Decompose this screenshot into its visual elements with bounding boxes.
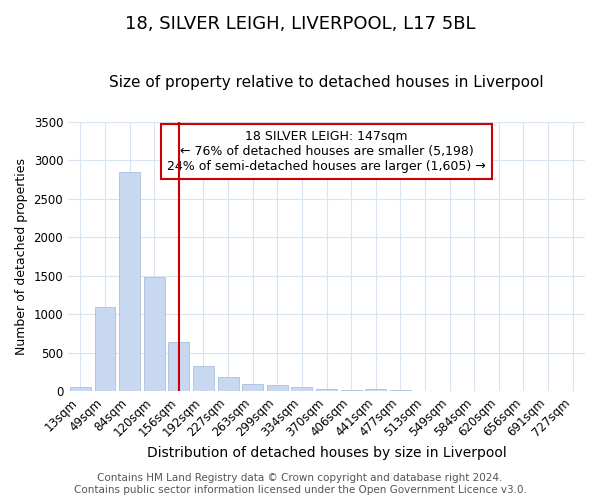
Bar	[119, 172, 140, 392]
Text: Contains HM Land Registry data © Crown copyright and database right 2024.
Contai: Contains HM Land Registry data © Crown c…	[74, 474, 526, 495]
Bar	[341, 390, 362, 392]
Y-axis label: Number of detached properties: Number of detached properties	[15, 158, 28, 355]
Bar	[365, 389, 386, 392]
Text: 18, SILVER LEIGH, LIVERPOOL, L17 5BL: 18, SILVER LEIGH, LIVERPOOL, L17 5BL	[125, 15, 475, 33]
Bar	[218, 376, 239, 392]
Bar	[390, 390, 411, 392]
Bar	[267, 385, 288, 392]
Bar	[193, 366, 214, 392]
Bar	[316, 389, 337, 392]
Bar	[169, 342, 189, 392]
Bar	[95, 306, 115, 392]
Bar	[242, 384, 263, 392]
Bar	[144, 278, 164, 392]
Bar	[292, 387, 313, 392]
X-axis label: Distribution of detached houses by size in Liverpool: Distribution of detached houses by size …	[146, 446, 506, 460]
Title: Size of property relative to detached houses in Liverpool: Size of property relative to detached ho…	[109, 75, 544, 90]
Bar	[70, 388, 91, 392]
Text: 18 SILVER LEIGH: 147sqm
← 76% of detached houses are smaller (5,198)
24% of semi: 18 SILVER LEIGH: 147sqm ← 76% of detache…	[167, 130, 486, 173]
